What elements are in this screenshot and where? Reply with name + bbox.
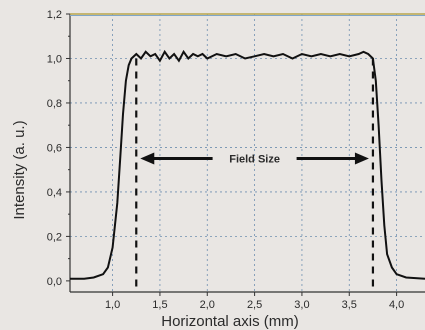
y-tick-label: 0,6 <box>47 142 62 154</box>
x-tick-label: 2,5 <box>247 299 262 311</box>
annotation-arrowhead-left <box>140 152 155 165</box>
tick-labels: 0,0 0,2 0,4 0,6 0,8 1,0 1,2 1,0 1,5 2,0 2,5 3,0 3,5 4… <box>47 9 405 311</box>
x-tick-label: 1,0 <box>105 299 120 311</box>
series-group <box>70 49 425 280</box>
x-tick-label: 3,5 <box>342 299 357 311</box>
y-tick-label: 0,0 <box>47 276 62 288</box>
y-tick-label: 1,2 <box>47 9 62 21</box>
y-tick-label: 0,2 <box>47 231 62 243</box>
annotation-arrowhead-right <box>354 152 369 165</box>
x-tick-label: 3,0 <box>294 299 309 311</box>
annotation-group: Field Size <box>140 152 369 166</box>
x-tick-label: 4,0 <box>389 299 404 311</box>
x-tick-label: 2,0 <box>200 299 215 311</box>
series-line <box>70 49 425 280</box>
y-tick-label: 0,4 <box>47 187 62 199</box>
y-axis-label: Intensity (a. u.) <box>11 120 28 219</box>
x-tick-label: 1,5 <box>152 299 167 311</box>
y-tick-label: 1,0 <box>47 53 62 65</box>
annotation-label: Field Size <box>229 154 280 166</box>
y-tick-label: 0,8 <box>47 98 62 110</box>
x-axis-label: Horizontal axis (mm) <box>161 313 299 330</box>
axes <box>66 13 425 296</box>
